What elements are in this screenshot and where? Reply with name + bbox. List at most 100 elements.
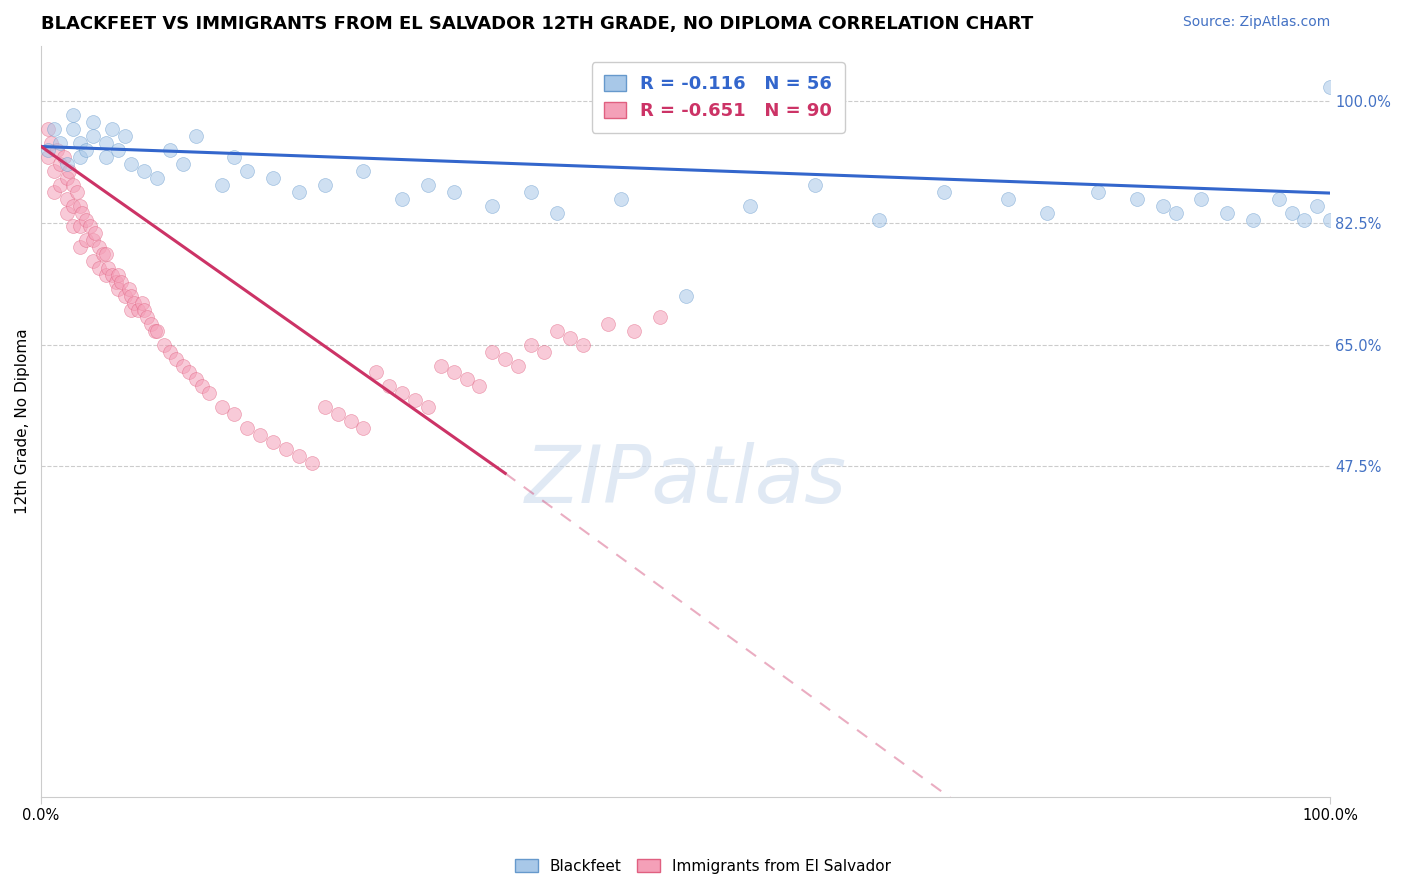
Point (49, 178, 72, 192)
Point (41, 136, 63, 150)
Point (82, 129, 104, 144)
Point (533, 344, 555, 359)
Point (1087, 185, 1109, 199)
Point (37, 143, 59, 157)
Point (45, 143, 67, 157)
Point (134, 302, 156, 317)
Point (429, 359, 451, 373)
Point (114, 129, 136, 144)
Point (443, 185, 465, 199)
Point (481, 198, 503, 212)
Point (127, 302, 149, 317)
Point (159, 344, 181, 359)
Point (120, 289, 142, 303)
Point (107, 282, 129, 296)
Legend: Blackfeet, Immigrants from El Salvador: Blackfeet, Immigrants from El Salvador (509, 853, 897, 880)
Point (211, 401, 233, 415)
Point (494, 351, 516, 366)
Y-axis label: 12th Grade, No Diploma: 12th Grade, No Diploma (15, 328, 30, 514)
Point (288, 185, 311, 199)
Point (1126, 192, 1149, 206)
Point (82, 254, 104, 268)
Point (197, 386, 219, 401)
Point (997, 192, 1019, 206)
Point (42, 122, 65, 136)
Point (506, 359, 529, 373)
Point (56, 205, 79, 219)
Point (416, 178, 439, 192)
Point (391, 192, 413, 206)
Point (520, 185, 543, 199)
Point (1319, 80, 1341, 95)
Point (79, 219, 101, 234)
Point (159, 143, 181, 157)
Text: Source: ZipAtlas.com: Source: ZipAtlas.com (1182, 15, 1330, 29)
Point (143, 324, 166, 338)
Point (184, 372, 207, 386)
Point (314, 178, 336, 192)
Point (101, 122, 124, 136)
Point (97, 261, 120, 276)
Point (179, 366, 201, 380)
Point (75, 233, 97, 247)
Point (740, 198, 762, 212)
Point (62, 178, 84, 192)
Point (932, 185, 955, 199)
Point (184, 129, 207, 144)
Point (262, 435, 284, 450)
Point (598, 317, 620, 331)
Point (62, 219, 84, 234)
Point (72, 205, 94, 219)
Text: ZIPatlas: ZIPatlas (524, 442, 846, 520)
Point (378, 379, 401, 393)
Point (82, 115, 104, 129)
Point (623, 324, 645, 338)
Point (114, 289, 136, 303)
Point (868, 212, 890, 227)
Point (675, 289, 697, 303)
Point (456, 372, 478, 386)
Point (69, 219, 91, 234)
Point (546, 205, 568, 219)
Point (249, 428, 271, 442)
Point (1216, 205, 1239, 219)
Point (94, 268, 117, 282)
Point (546, 324, 568, 338)
Point (94, 136, 117, 150)
Point (107, 143, 129, 157)
Point (1189, 192, 1212, 206)
Point (236, 164, 259, 178)
Point (224, 407, 246, 421)
Point (53, 150, 76, 164)
Point (558, 331, 581, 345)
Point (404, 393, 426, 408)
Point (224, 150, 246, 164)
Point (69, 240, 91, 254)
Point (94, 247, 117, 261)
Point (75, 212, 97, 227)
Point (69, 150, 91, 164)
Point (82, 233, 104, 247)
Point (146, 170, 169, 185)
Point (803, 178, 825, 192)
Point (172, 359, 194, 373)
Point (366, 366, 388, 380)
Point (1267, 192, 1289, 206)
Point (520, 337, 543, 351)
Point (339, 414, 361, 428)
Point (352, 421, 374, 435)
Point (314, 401, 336, 415)
Point (139, 317, 162, 331)
Point (120, 157, 142, 171)
Point (104, 275, 127, 289)
Point (62, 108, 84, 122)
Point (352, 164, 374, 178)
Point (1152, 198, 1174, 212)
Point (262, 170, 284, 185)
Point (1294, 212, 1316, 227)
Point (49, 157, 72, 171)
Point (443, 366, 465, 380)
Point (326, 407, 349, 421)
Point (191, 379, 214, 393)
Point (118, 282, 141, 296)
